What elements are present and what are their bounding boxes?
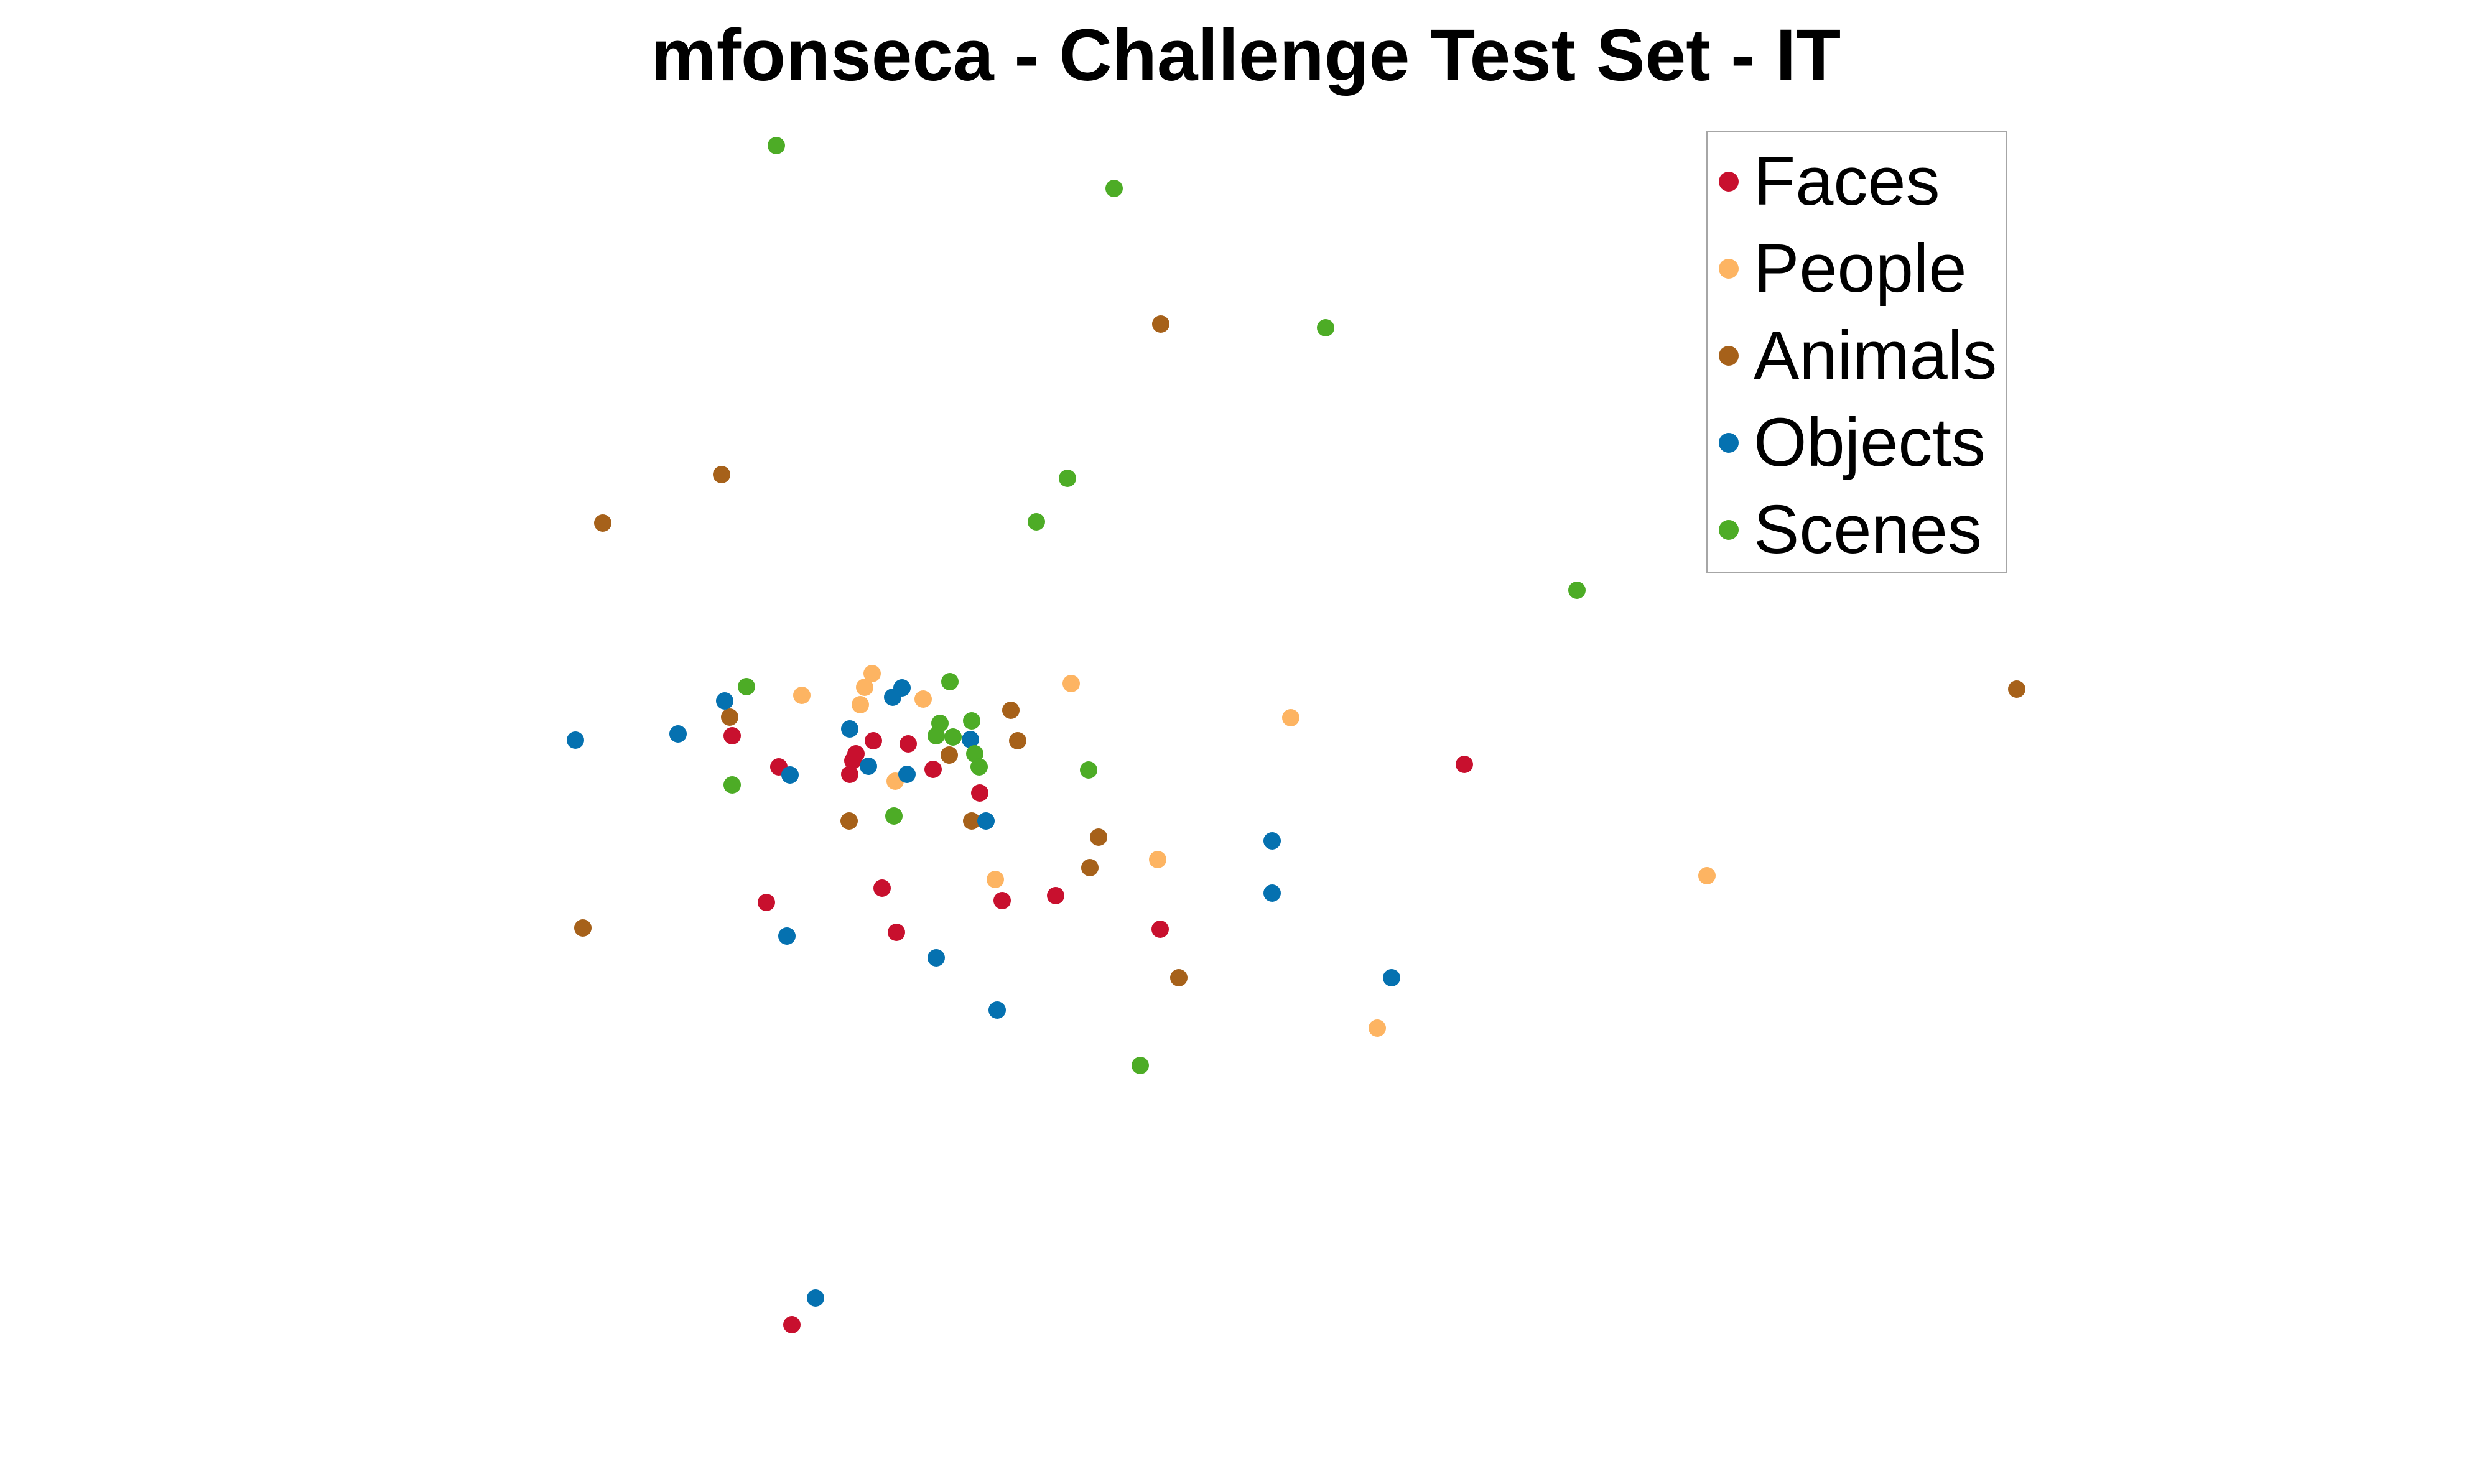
point-objects-3 (781, 766, 799, 784)
point-scenes-1 (1105, 180, 1123, 197)
legend-label-faces: Faces (1754, 143, 1940, 220)
point-people-3 (863, 665, 881, 682)
legend-marker-scenes (1719, 520, 1739, 540)
legend: Faces People Animals Objects Scenes (1706, 131, 2007, 573)
point-animals-12 (1170, 969, 1188, 986)
point-scenes-3 (1059, 470, 1076, 487)
legend-label-objects: Objects (1754, 404, 1986, 481)
point-people-5 (852, 696, 869, 713)
plot-marks (567, 137, 2025, 1333)
point-objects-15 (988, 1001, 1006, 1019)
point-animals-11 (574, 919, 592, 937)
legend-marker-faces (1719, 172, 1739, 192)
point-animals-3 (721, 708, 738, 726)
series-people (793, 665, 1716, 1037)
point-people-10 (987, 871, 1004, 888)
point-scenes-10 (928, 727, 945, 744)
point-faces-14 (888, 924, 905, 941)
legend-label-animals: Animals (1754, 317, 1997, 394)
point-animals-0 (1152, 315, 1169, 333)
point-faces-7 (900, 735, 917, 753)
series-faces (723, 727, 1473, 1333)
point-animals-10 (1081, 859, 1099, 876)
point-objects-9 (962, 731, 979, 748)
point-scenes-6 (738, 678, 755, 695)
series-objects (567, 679, 1400, 1307)
point-faces-2 (1047, 887, 1064, 904)
point-objects-6 (893, 679, 911, 697)
legend-entry-people: People (1719, 225, 1967, 312)
point-faces-10 (841, 766, 858, 783)
series-scenes (723, 137, 1586, 1074)
point-objects-4 (841, 720, 858, 738)
point-objects-17 (807, 1289, 824, 1307)
legend-entry-objects: Objects (1719, 399, 1986, 486)
point-objects-0 (567, 731, 584, 749)
point-faces-1 (873, 879, 891, 897)
point-animals-2 (594, 514, 611, 532)
legend-label-people: People (1754, 230, 1967, 307)
point-people-11 (1698, 867, 1716, 884)
point-faces-16 (1151, 921, 1169, 938)
point-faces-4 (723, 727, 741, 744)
point-animals-5 (1009, 732, 1026, 749)
point-scenes-17 (1132, 1057, 1149, 1074)
chart-title: mfonseca - Challenge Test Set - IT (651, 14, 1841, 96)
legend-label-scenes: Scenes (1754, 491, 1982, 568)
legend-entry-faces: Faces (1719, 138, 1940, 225)
point-people-2 (793, 687, 811, 704)
point-scenes-14 (970, 758, 988, 776)
legend-entry-scenes: Scenes (1719, 486, 1982, 573)
point-faces-13 (758, 894, 775, 911)
point-scenes-15 (1080, 761, 1097, 779)
point-people-4 (856, 679, 873, 696)
point-objects-1 (669, 725, 687, 743)
point-objects-14 (928, 949, 945, 967)
point-scenes-7 (723, 776, 741, 794)
point-animals-6 (941, 746, 958, 764)
point-scenes-5 (1568, 582, 1586, 599)
point-faces-8 (924, 761, 942, 778)
point-objects-16 (1383, 969, 1400, 986)
point-scenes-2 (1317, 319, 1334, 336)
legend-entry-animals: Animals (1719, 312, 1997, 399)
point-faces-6 (865, 732, 882, 749)
point-animals-9 (1090, 828, 1107, 846)
point-people-0 (1369, 1019, 1386, 1037)
point-objects-12 (1263, 884, 1281, 902)
point-faces-15 (993, 892, 1011, 909)
point-objects-8 (898, 766, 916, 783)
point-people-8 (1282, 709, 1299, 726)
point-animals-8 (963, 812, 980, 830)
point-objects-13 (778, 927, 796, 945)
legend-marker-objects (1719, 433, 1739, 453)
point-objects-7 (860, 758, 877, 775)
point-animals-7 (840, 812, 858, 830)
point-faces-11 (971, 784, 988, 802)
point-scenes-16 (885, 807, 903, 825)
point-scenes-11 (944, 728, 962, 746)
legend-marker-animals (1719, 346, 1739, 366)
point-animals-1 (713, 466, 730, 483)
point-people-1 (1062, 675, 1080, 692)
legend-marker-people (1719, 259, 1739, 279)
point-scenes-12 (963, 712, 980, 730)
point-animals-4 (1002, 702, 1020, 719)
point-animals-13 (2008, 680, 2025, 698)
point-scenes-0 (768, 137, 785, 154)
point-scenes-4 (1028, 513, 1045, 531)
point-faces-9 (844, 752, 862, 769)
point-faces-12 (1456, 756, 1473, 773)
point-objects-11 (1263, 832, 1281, 850)
point-scenes-8 (941, 673, 959, 690)
point-people-9 (1149, 851, 1166, 868)
series-animals (574, 315, 2025, 986)
point-objects-2 (716, 692, 733, 710)
point-objects-10 (977, 812, 995, 830)
point-faces-0 (783, 1316, 801, 1333)
point-people-6 (914, 690, 932, 708)
